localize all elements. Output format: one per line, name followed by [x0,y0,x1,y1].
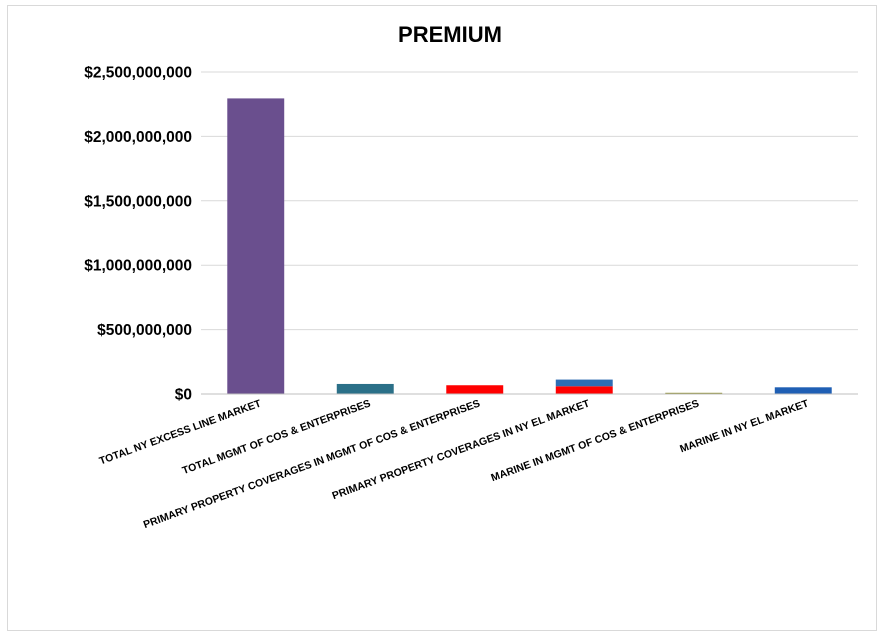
bar [227,98,285,395]
y-tick-label: $2,500,000,000 [84,65,192,82]
bar [774,387,832,394]
bar [555,379,613,387]
x-tick-label: MARINE IN MGMT OF COS & ENTERPRISES [489,398,700,485]
y-tick-label: $2,000,000,000 [84,129,192,146]
bar [336,383,394,394]
bar [665,392,723,394]
premium-bar-chart: PREMIUM $0 $500,000,000 $1,000,000,000 $1,5… [84,22,858,531]
chart-frame: PREMIUM $0 $500,000,000 $1,000,000,000 $1,5… [7,5,877,631]
x-tick-label: TOTAL MGMT OF COS & ENTERPRISES [181,398,373,478]
bar [446,385,504,394]
chart-title: PREMIUM [398,22,502,47]
y-tick-label: $0 [175,387,192,404]
gridlines [201,71,858,331]
bars [227,98,832,395]
bar [555,386,613,394]
y-tick-label: $1,000,000,000 [84,258,192,275]
y-tick-label: $1,500,000,000 [84,193,192,210]
y-tick-label: $500,000,000 [97,322,192,339]
y-axis-tick-labels: $0 $500,000,000 $1,000,000,000 $1,500,000,0… [84,65,192,404]
